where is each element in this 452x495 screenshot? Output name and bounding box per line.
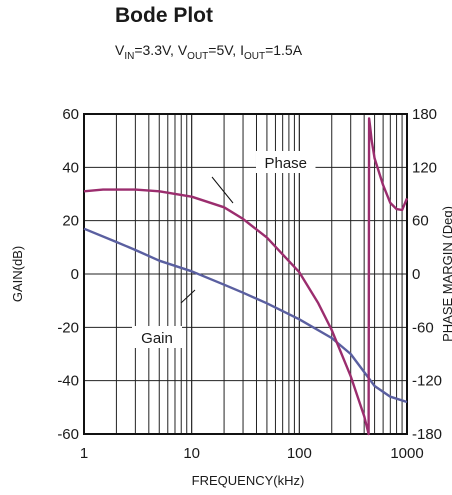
callout-leader-phase: [211, 176, 234, 204]
chart-title: Bode Plot: [115, 4, 213, 27]
tick-labels: 1 10 100 1000 60 40 20 0 -20 -40 -60 180 120 60 0 -60 -1…: [10, 106, 452, 488]
series-line-phase: [83, 117, 409, 436]
y-tick-label-right: 120: [412, 159, 437, 176]
callout-box-phase: [256, 151, 316, 173]
plot-frame: [83, 113, 408, 435]
series-layer: [83, 117, 409, 436]
callout-label-phase: Phase: [264, 155, 307, 172]
y-tick-label-right: 0: [412, 266, 420, 283]
x-tick-label: 1000: [390, 445, 423, 462]
y-tick-label-right: -180: [412, 426, 442, 443]
y-tick-label-left: -20: [57, 319, 79, 336]
series-line-gain: [83, 227, 408, 404]
y-tick-label-left: 0: [71, 266, 79, 283]
y-tick-label-right: 180: [412, 106, 437, 123]
callout-label-gain: Gain: [141, 330, 173, 347]
grid: [83, 113, 408, 435]
x-tick-label: 10: [183, 445, 200, 462]
y-tick-label-right: -120: [412, 373, 442, 390]
y-tick-label-right: -60: [412, 319, 434, 336]
y-tick-label-left: 40: [62, 159, 79, 176]
y-tick-label-left: 60: [62, 106, 79, 123]
y-axis-label-left: GAIN(dB): [10, 246, 25, 302]
y-tick-label-left: -60: [57, 426, 79, 443]
annotations: Gain Phase: [132, 151, 316, 348]
y-axis-label-right: PHASE MARGIN (Deg): [440, 206, 452, 342]
x-tick-label: 100: [287, 445, 312, 462]
chart-subtitle: VIN=3.3V, VOUT=5V, IOUT=1.5A: [115, 42, 303, 62]
x-axis-label: FREQUENCY(kHz): [192, 473, 305, 488]
callout-box-gain: [132, 326, 182, 348]
callout-leader-gain: [180, 289, 196, 304]
y-tick-label-left: -40: [57, 373, 79, 390]
y-tick-label-right: 60: [412, 213, 429, 230]
x-tick-label: 1: [80, 445, 88, 462]
y-tick-label-left: 20: [62, 213, 79, 230]
